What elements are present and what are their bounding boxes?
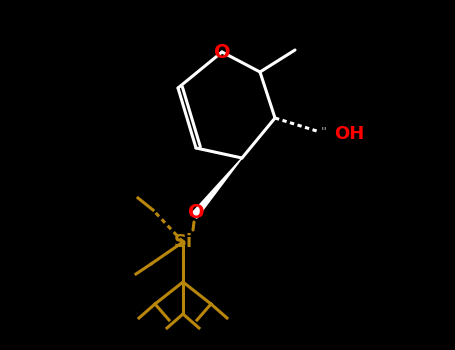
Text: Si: Si	[173, 233, 192, 251]
Text: OH: OH	[334, 125, 364, 143]
Text: O: O	[214, 42, 230, 62]
Text: O: O	[187, 203, 204, 223]
Text: '': ''	[321, 126, 328, 139]
Polygon shape	[191, 158, 242, 218]
